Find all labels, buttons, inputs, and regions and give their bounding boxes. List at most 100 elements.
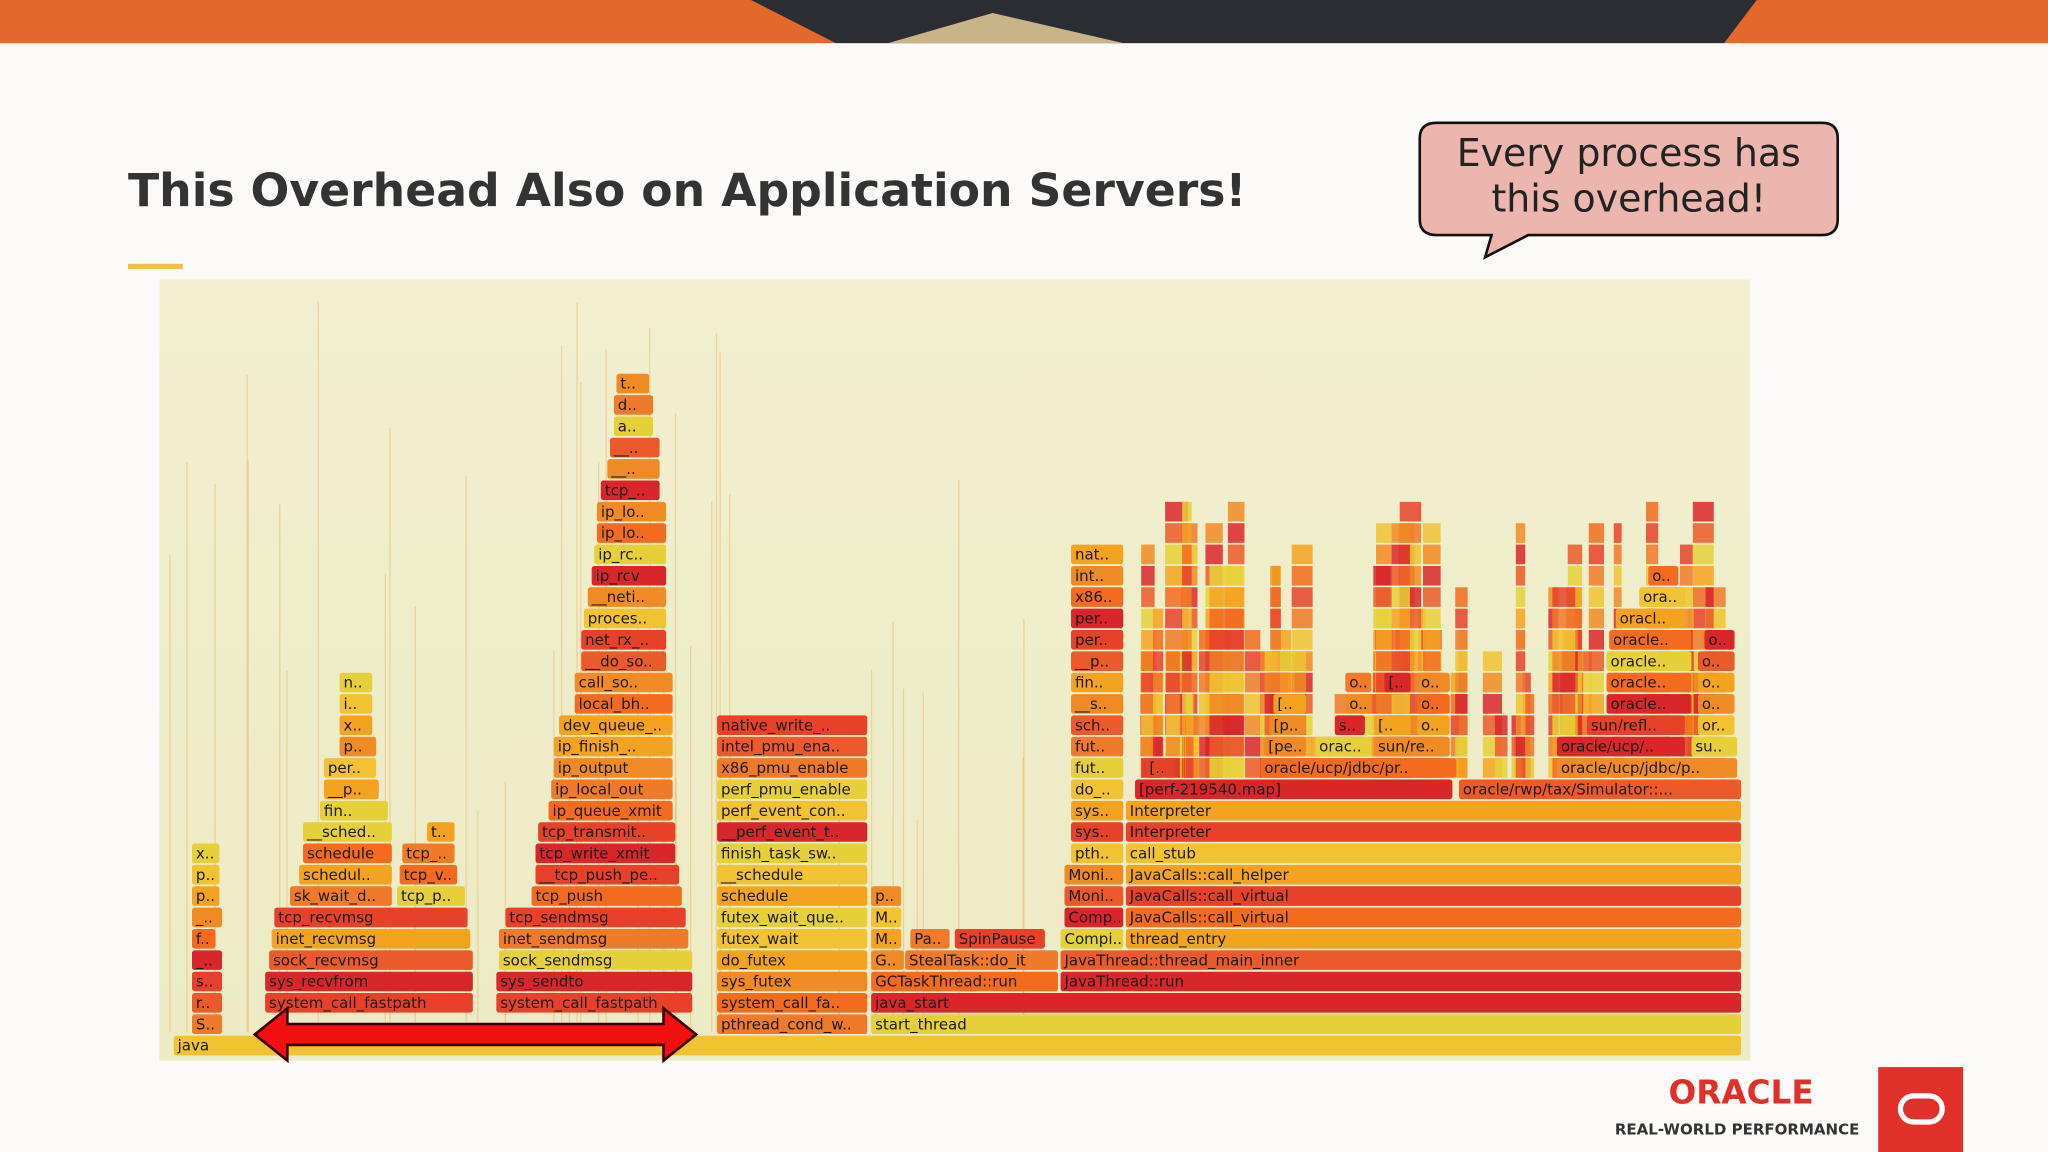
flame-sliver bbox=[1152, 608, 1164, 629]
flame-frame bbox=[1556, 758, 1738, 778]
flame-sliver bbox=[1264, 694, 1271, 714]
flame-frame bbox=[717, 843, 868, 864]
flame-frame bbox=[574, 672, 673, 693]
flame-sliver bbox=[1423, 587, 1441, 607]
frame-label: sys_futex bbox=[721, 973, 792, 992]
frame-label: tcp_recvmsg bbox=[278, 909, 373, 928]
flame-frame bbox=[1071, 630, 1124, 650]
frame-label: Interpreter bbox=[1130, 823, 1212, 841]
flame-frame bbox=[1615, 608, 1685, 629]
frame-label: p.. bbox=[344, 738, 363, 756]
flame-sliver bbox=[1455, 587, 1468, 607]
flame-sliver bbox=[1166, 672, 1180, 693]
flame-sliver bbox=[1141, 672, 1155, 693]
frame-label: x86.. bbox=[1075, 588, 1113, 606]
frame-label: x.. bbox=[344, 716, 362, 734]
flame-sliver bbox=[1295, 651, 1307, 671]
flame-sliver bbox=[1580, 715, 1593, 736]
flame-frame bbox=[1064, 864, 1124, 885]
flame-frame bbox=[339, 672, 373, 693]
flame-sliver bbox=[1141, 544, 1155, 565]
flame-sliver bbox=[1588, 694, 1604, 714]
frame-label: oracle.. bbox=[1610, 695, 1666, 713]
flame-sliver bbox=[1515, 715, 1526, 736]
flame-sliver bbox=[1185, 715, 1194, 736]
frame-label: __perf_event_t.. bbox=[720, 823, 839, 842]
frame-label: r.. bbox=[196, 994, 210, 1012]
flame-sliver bbox=[1613, 587, 1622, 607]
flame-frame bbox=[192, 971, 223, 992]
logo-tagline: REAL-WORLD PERFORMANCE bbox=[1615, 1120, 1860, 1138]
flame-frame bbox=[717, 779, 868, 800]
flame-sliver bbox=[1291, 565, 1313, 586]
flame-sliver bbox=[1291, 544, 1313, 565]
frame-label: __.. bbox=[613, 439, 639, 458]
flame-frame bbox=[1260, 758, 1457, 778]
flame-frame bbox=[1264, 736, 1307, 757]
flame-sliver bbox=[1182, 587, 1192, 607]
flame-frame bbox=[192, 928, 216, 949]
flame-frame bbox=[1071, 800, 1124, 821]
frame-label: o.. bbox=[1702, 695, 1720, 713]
flame-frame bbox=[303, 822, 392, 842]
flame-frame bbox=[1417, 694, 1450, 714]
flame-sliver bbox=[1423, 630, 1441, 650]
flame-frame bbox=[1071, 651, 1124, 671]
flame-frame bbox=[910, 928, 950, 949]
flame-frame bbox=[1135, 779, 1453, 800]
frame-label: ip_lo.. bbox=[601, 503, 645, 522]
flame-sliver bbox=[1646, 523, 1659, 543]
flame-sliver bbox=[1270, 608, 1281, 629]
flame-sliver bbox=[1245, 736, 1261, 757]
flame-sliver bbox=[1567, 565, 1583, 586]
frame-label: tcp_push bbox=[536, 887, 604, 906]
flame-frame bbox=[192, 993, 223, 1013]
frame-label: t.. bbox=[431, 823, 446, 841]
flame-frame bbox=[600, 480, 660, 501]
flame-sliver bbox=[1209, 672, 1231, 693]
flame-sliver bbox=[1209, 565, 1231, 586]
flame-frame bbox=[192, 843, 220, 864]
flame-sliver bbox=[1525, 715, 1535, 736]
flame-frame bbox=[596, 523, 667, 543]
flame-sliver bbox=[1423, 651, 1441, 671]
flame-sliver bbox=[1391, 565, 1410, 586]
frame-label: [pe.. bbox=[1268, 738, 1302, 756]
frame-label: __do_so.. bbox=[584, 652, 653, 671]
flame-sliver bbox=[1270, 565, 1281, 586]
frame-label: [.. bbox=[1378, 716, 1393, 734]
flame-sliver bbox=[1166, 651, 1180, 671]
flame-frame bbox=[717, 864, 868, 885]
frame-label: __neti.. bbox=[591, 588, 645, 607]
frame-label: tcp_sendmsg bbox=[509, 909, 608, 928]
frame-label: net_rx_.. bbox=[585, 631, 649, 650]
flame-sliver bbox=[1141, 736, 1155, 757]
frame-label: [perf-219540.map] bbox=[1139, 780, 1281, 798]
flame-sliver bbox=[1515, 736, 1526, 757]
frame-label: p.. bbox=[196, 887, 215, 905]
flame-frame bbox=[587, 587, 667, 607]
frame-label: d.. bbox=[618, 396, 637, 414]
flame-sliver bbox=[1209, 651, 1231, 671]
flame-sliver bbox=[1141, 587, 1155, 607]
flame-frame bbox=[717, 950, 868, 970]
flame-sliver bbox=[1588, 608, 1604, 629]
flame-frame bbox=[339, 736, 377, 757]
flame-sliver bbox=[1185, 758, 1194, 778]
flame-sliver bbox=[1494, 736, 1508, 757]
callout-text: Every process has bbox=[1457, 131, 1801, 175]
flame-sliver bbox=[1227, 715, 1245, 736]
frame-label: per.. bbox=[328, 759, 361, 777]
frame-label: perf_pmu_enable bbox=[721, 780, 851, 799]
flame-sliver bbox=[1679, 544, 1693, 565]
frame-label: x86_pmu_enable bbox=[721, 759, 849, 778]
flame-sliver bbox=[1152, 672, 1164, 693]
flame-frame bbox=[265, 993, 473, 1013]
frame-label: fin.. bbox=[1075, 674, 1104, 692]
flame-frame bbox=[1697, 651, 1735, 671]
frame-label: a.. bbox=[618, 417, 637, 435]
flame-sliver bbox=[1227, 523, 1245, 543]
flame-frame bbox=[717, 800, 868, 821]
flame-frame bbox=[717, 971, 868, 992]
flame-sliver bbox=[1376, 608, 1392, 629]
